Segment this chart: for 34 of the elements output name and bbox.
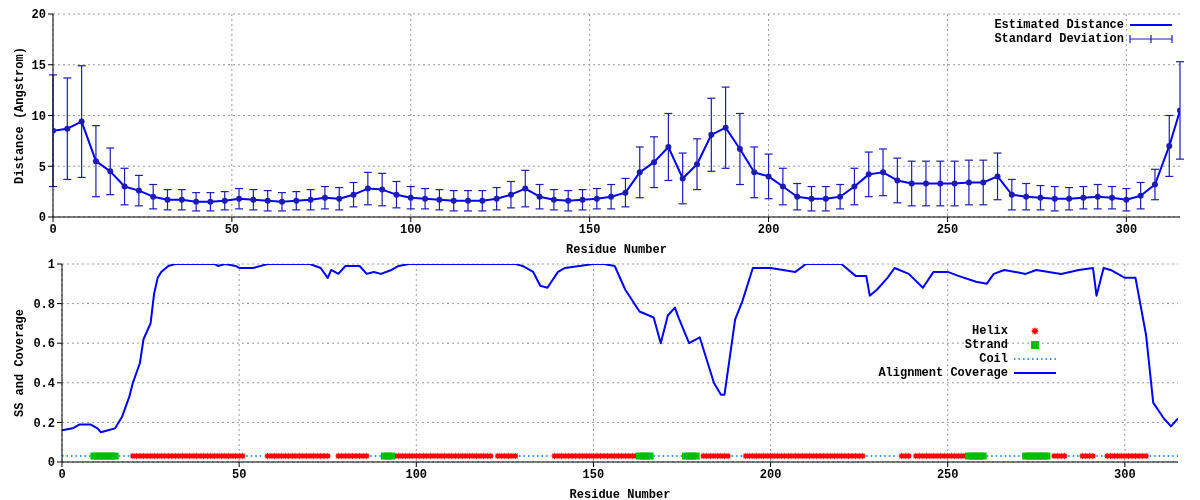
y-tick-label: 10 [31,109,46,124]
x-tick-label: 150 [582,467,605,482]
x-tick-label: 50 [231,467,247,482]
y-tick-label: 0.4 [33,377,55,392]
x-tick-label: 300 [1115,222,1138,237]
x-axis-title: Residue Number [566,243,667,257]
y-tick-label: 0 [47,456,55,471]
x-tick-label: 200 [757,222,780,237]
y-tick-label: 15 [31,59,46,74]
legend-label: Helix [971,324,1008,338]
y-tick-label: 0.2 [33,416,55,431]
x-axis-title: Residue Number [569,488,671,500]
legend-label: Estimated Distance [994,18,1124,32]
x-tick-label: 0 [58,467,66,482]
x-tick-label: 200 [759,467,782,482]
y-tick-label: 0.6 [33,337,55,352]
x-tick-label: 150 [578,222,601,237]
y-tick-label: 0.8 [33,297,55,312]
y-tick-label: 20 [31,8,46,23]
x-tick-label: 100 [399,222,422,237]
y-tick-label: 5 [38,160,46,175]
y-tick-label: 0 [38,211,46,226]
x-tick-label: 50 [224,222,240,237]
x-tick-label: 250 [936,222,959,237]
x-tick-label: 250 [936,467,959,482]
y-axis-title: SS and Coverage [13,308,27,418]
legend-label: Alignment Coverage [878,366,1008,380]
legend-label: Standard Deviation [994,32,1124,46]
y-axis-title: Distance (Angstrom) [13,47,27,184]
legend-label: Strand [964,338,1008,352]
x-tick-label: 100 [405,467,428,482]
y-tick-label: 1 [47,258,55,273]
legend-label: Coil [979,352,1008,366]
x-tick-label: 300 [1114,467,1136,482]
